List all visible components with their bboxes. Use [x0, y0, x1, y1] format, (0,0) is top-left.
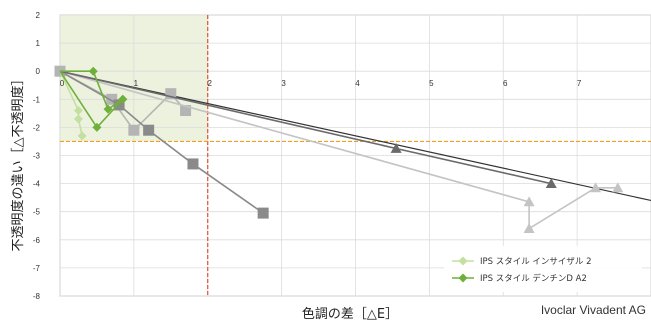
diamond-marker — [88, 66, 98, 76]
diamond-marker — [458, 273, 468, 283]
y-tick-label: 1 — [36, 39, 41, 48]
y-tick-label: 2 — [36, 11, 41, 20]
legend-item: IPS スタイル デンチンD A2 — [452, 273, 587, 284]
legend-item: IPS スタイル インサイザル 2 — [452, 256, 592, 267]
series-3 — [59, 70, 557, 188]
y-tick-label: -4 — [33, 180, 41, 189]
y-tick-label: -1 — [33, 95, 41, 104]
y-tick-label: -8 — [33, 292, 41, 301]
y-tick-label: -6 — [33, 236, 41, 245]
diamond-marker — [458, 256, 468, 266]
triangle-marker — [523, 223, 535, 233]
y-axis-label: 不透明度の違い［△不透明度］ — [10, 73, 26, 252]
x-tick-label: 1 — [134, 79, 139, 88]
triangle-marker — [545, 178, 557, 188]
diamond-marker — [118, 94, 128, 104]
series-6 — [59, 70, 128, 132]
diamond-marker — [92, 122, 102, 132]
y-tick-label: -3 — [33, 152, 41, 161]
legend-label: IPS スタイル インサイザル 2 — [480, 257, 592, 267]
x-tick-label: 7 — [577, 79, 582, 88]
series-line — [60, 70, 124, 111]
x-tick-label: 2 — [208, 79, 213, 88]
triangle-marker — [590, 182, 602, 193]
trend-line-group — [59, 70, 651, 202]
square-marker — [113, 99, 125, 111]
x-tick-label: 4 — [355, 79, 360, 88]
square-marker — [187, 158, 199, 170]
reference-lines — [60, 15, 651, 296]
triangle-marker — [612, 182, 624, 193]
legend-box — [444, 246, 642, 292]
square-marker — [257, 207, 269, 219]
legend-label: IPS スタイル デンチンD A2 — [480, 273, 587, 284]
triangle-marker — [390, 142, 402, 153]
credit-label: Ivoclar Vivadent AG — [541, 303, 646, 317]
series-1 — [59, 70, 269, 219]
diamond-marker — [73, 114, 83, 124]
triangle-marker — [523, 196, 535, 207]
y-tick-label: -5 — [33, 208, 41, 217]
y-tick-label: -7 — [33, 264, 41, 273]
series-2 — [59, 70, 624, 233]
legend: IPS スタイル インサイザル 2 IPS スタイル デンチンD A2 — [444, 246, 642, 292]
square-marker — [180, 105, 192, 117]
x-tick-label: 3 — [281, 79, 286, 88]
tick-labels: 012345678210-1-2-3-4-5-6-7-8 — [33, 11, 651, 301]
y-tick-label: 0 — [36, 67, 41, 76]
data-series — [54, 65, 624, 233]
diamond-marker — [103, 104, 113, 114]
series-4 — [59, 70, 87, 141]
square-marker — [128, 124, 140, 136]
x-tick-label: 0 — [60, 79, 65, 88]
square-marker — [143, 124, 155, 136]
x-axis-label: 色調の差［△E］ — [302, 306, 398, 322]
x-tick-label: 6 — [503, 79, 508, 88]
y-tick-label: -2 — [33, 123, 41, 132]
diamond-marker — [77, 131, 87, 141]
square-marker — [165, 88, 177, 100]
x-tick-label: 5 — [429, 79, 434, 88]
diamond-marker — [73, 106, 83, 116]
trend-line — [59, 70, 651, 202]
square-marker — [106, 93, 118, 105]
